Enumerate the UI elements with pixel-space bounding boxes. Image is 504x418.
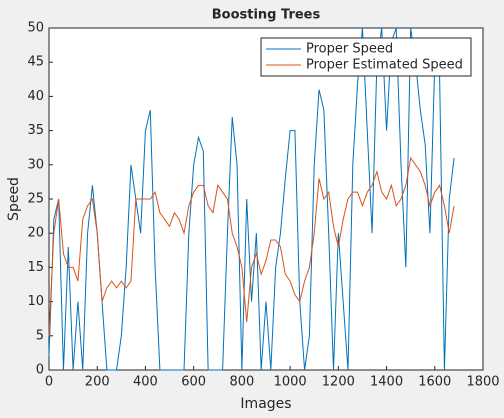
x-tick-label: 200 [85, 375, 110, 390]
y-tick-label: 45 [27, 55, 44, 70]
y-tick-label: 5 [36, 328, 44, 343]
x-axis-label: Images [240, 396, 291, 412]
y-tick-label: 35 [27, 123, 44, 138]
x-tick-label: 1600 [418, 375, 451, 390]
y-tick-label: 50 [27, 21, 44, 36]
x-tick-label: 1800 [466, 375, 499, 390]
y-tick-label: 30 [27, 157, 44, 172]
series-line [48, 27, 455, 371]
plot-area [48, 27, 484, 371]
x-tick-label: 600 [181, 375, 206, 390]
x-tick-label: 800 [229, 375, 254, 390]
y-tick-label: 15 [27, 260, 44, 275]
y-tick-label: 20 [27, 226, 44, 241]
y-tick-label: 0 [36, 363, 44, 378]
x-tick-label: 1000 [274, 375, 307, 390]
y-tick-label: 40 [27, 89, 44, 104]
legend-label: Proper Speed [306, 42, 393, 57]
x-tick-label: 400 [133, 375, 158, 390]
chart-title: Boosting Trees [212, 8, 321, 23]
y-tick-label: 10 [27, 294, 44, 309]
series-line [48, 156, 455, 336]
legend-label: Proper Estimated Speed [306, 58, 463, 73]
x-tick-label: 1400 [370, 375, 403, 390]
y-axis-label: Speed [6, 177, 22, 221]
legend-box [260, 37, 472, 77]
x-tick-label: 1200 [322, 375, 355, 390]
y-tick-label: 25 [27, 192, 44, 207]
x-tick-label: 0 [45, 375, 53, 390]
